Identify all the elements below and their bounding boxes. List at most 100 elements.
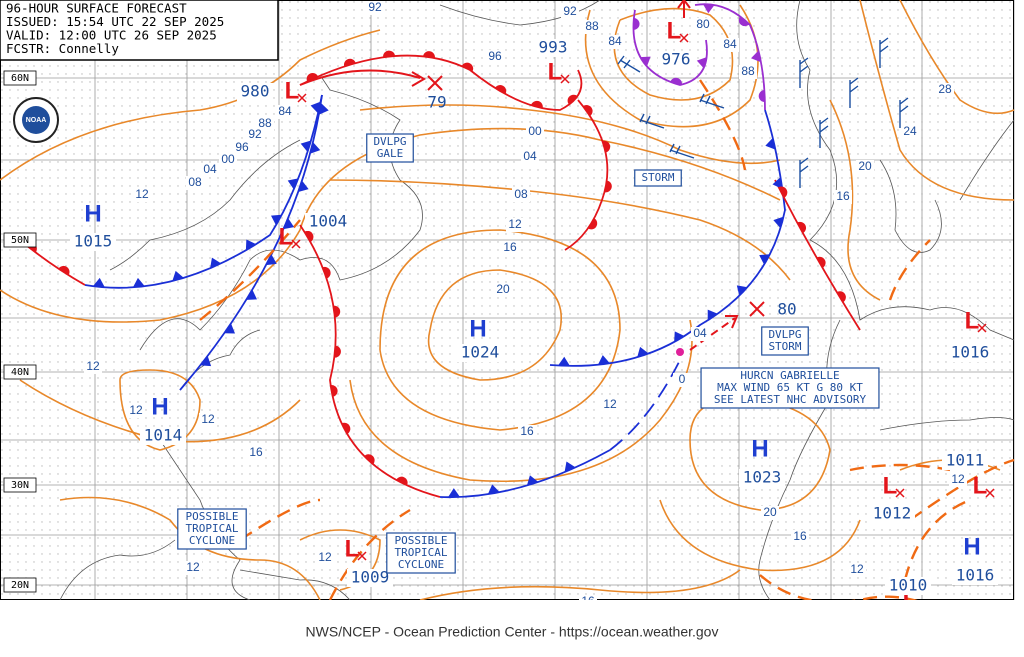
isobar-label-bg xyxy=(856,160,874,174)
low-x xyxy=(297,93,307,103)
pressure-label: 1024 xyxy=(461,343,500,362)
low-x xyxy=(679,33,689,43)
latitude-label: 50N xyxy=(11,235,29,246)
pressure-label: 1016 xyxy=(956,566,995,585)
isobar-label: 04 xyxy=(203,162,217,176)
isobar-label-bg xyxy=(848,563,866,577)
front-symbol xyxy=(287,178,299,190)
front-symbol xyxy=(334,345,341,358)
low-x xyxy=(895,488,905,498)
isobar-label: 84 xyxy=(723,37,737,51)
isobar-label: 04 xyxy=(523,149,537,163)
text-box-line: HURCN GABRIELLE xyxy=(740,369,839,382)
front-symbol xyxy=(341,422,351,435)
isobar-label-bg xyxy=(316,551,334,565)
isobar-label: 16 xyxy=(793,529,807,543)
text-box-line: TROPICAL xyxy=(186,522,239,535)
header-line: ISSUED: 15:54 UTC 22 SEP 2025 xyxy=(6,14,224,29)
logo-text: NOAA xyxy=(26,117,47,124)
latitude-label-box xyxy=(3,477,37,493)
front-symbol xyxy=(738,16,750,27)
isobar-label-bg xyxy=(901,125,919,139)
high-symbol: H xyxy=(84,200,101,227)
header-line: FCSTR: Connelly xyxy=(6,41,119,56)
pressure-label: 1004 xyxy=(309,212,348,231)
isobar-label-bg xyxy=(199,413,217,427)
isobar-label-bg xyxy=(84,360,102,374)
pressure-label: 1012 xyxy=(873,504,912,523)
front-symbol xyxy=(245,239,257,251)
isobar-label-bg xyxy=(739,65,757,79)
text-box-line: POSSIBLE xyxy=(186,510,239,523)
text-box-line: STORM xyxy=(768,340,801,353)
forecast-pressure: 80 xyxy=(777,300,796,319)
front-symbol xyxy=(172,270,184,282)
pressure-label: 993 xyxy=(539,38,568,57)
low-x xyxy=(985,488,995,498)
isobar-label: 12 xyxy=(850,562,864,576)
isobar-label-bg xyxy=(506,218,524,232)
hurricane-marker xyxy=(676,348,684,356)
latitude-label: 40N xyxy=(11,367,29,378)
isobar-label-bg xyxy=(256,117,274,131)
front-symbol xyxy=(298,180,309,192)
front-symbol xyxy=(310,142,321,154)
high-symbol: H xyxy=(751,435,768,462)
front-symbol xyxy=(526,475,539,486)
text-box xyxy=(761,326,809,356)
front-symbol xyxy=(200,355,212,367)
isobar-label-bg xyxy=(721,38,739,52)
front-symbol xyxy=(637,346,649,358)
front-symbol xyxy=(224,323,236,334)
isobar-label: 88 xyxy=(585,19,599,33)
pressure-label-bg xyxy=(952,567,998,585)
front-symbol xyxy=(318,102,329,115)
low-symbol: L xyxy=(285,77,300,104)
isobar-label: 80 xyxy=(696,17,710,31)
low-symbol: L xyxy=(548,58,563,85)
isobar-label-bg xyxy=(233,141,251,155)
pressure-label-bg xyxy=(947,344,993,362)
text-box-line: STORM xyxy=(641,171,674,184)
front-symbol xyxy=(816,256,826,268)
front-symbol xyxy=(92,277,105,288)
text-box-line: TROPICAL xyxy=(395,546,448,559)
front-symbol xyxy=(736,285,748,296)
low-symbol: L xyxy=(279,223,294,250)
wind-barbs xyxy=(617,37,909,188)
forecast-x xyxy=(427,75,443,91)
front-symbol xyxy=(283,218,295,230)
isobar-label-bg xyxy=(761,506,779,520)
isobar-label-bg xyxy=(673,373,691,387)
isobar-label-bg xyxy=(606,35,624,49)
track-arrows xyxy=(299,0,765,351)
front-symbol xyxy=(674,331,685,343)
isobar-label: 12 xyxy=(508,217,522,231)
forecast-x xyxy=(749,301,765,317)
pressure-label: 1009 xyxy=(351,568,390,587)
pressure-label: 1011 xyxy=(946,451,985,470)
isobar-label-bg xyxy=(791,530,809,544)
isobar-label-bg xyxy=(601,398,619,412)
text-box-line: DVLPG xyxy=(373,135,406,148)
front-symbol xyxy=(383,50,396,58)
isobar-label-bg xyxy=(512,188,530,202)
low-x xyxy=(357,551,367,561)
front-symbol xyxy=(271,214,282,226)
isobar-label-bg xyxy=(486,50,504,64)
text-box xyxy=(634,169,682,187)
isobar-label: 88 xyxy=(258,116,272,130)
pressure-label: 980 xyxy=(241,82,270,101)
latitude-label-box xyxy=(3,70,37,86)
low-symbol: L xyxy=(883,472,898,499)
map-frame xyxy=(0,0,1014,600)
text-box xyxy=(177,508,247,550)
isobar-label: 16 xyxy=(520,424,534,438)
front-symbol xyxy=(310,101,321,114)
isobar-label: 12 xyxy=(129,403,143,417)
high-symbol: H xyxy=(151,393,168,420)
front-symbol xyxy=(364,454,375,465)
front-symbol xyxy=(487,484,500,495)
isobar-label: 00 xyxy=(221,152,235,166)
isobar-label: 92 xyxy=(248,127,262,141)
